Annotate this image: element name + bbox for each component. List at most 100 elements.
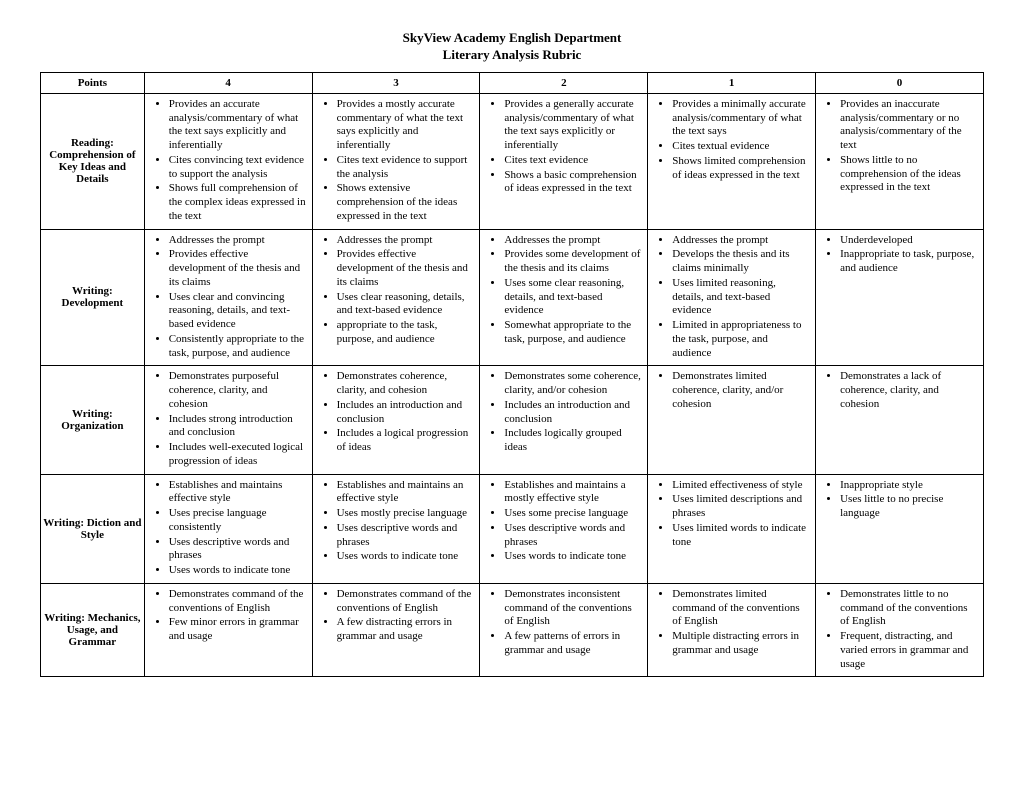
bullet-item: Uses clear and convincing reasoning, det… bbox=[169, 291, 306, 332]
bullet-item: Uses words to indicate tone bbox=[504, 550, 641, 564]
bullet-list: Demonstrates inconsistent command of the… bbox=[486, 588, 641, 658]
bullet-item: Uses descriptive words and phrases bbox=[337, 522, 474, 550]
rubric-cell: Provides an accurate analysis/commentary… bbox=[144, 93, 312, 229]
rubric-cell: Provides a generally accurate analysis/c… bbox=[480, 93, 648, 229]
bullet-item: Uses some clear reasoning, details, and … bbox=[504, 277, 641, 318]
rubric-cell: Demonstrates coherence, clarity, and coh… bbox=[312, 366, 480, 474]
row-label: Writing: Development bbox=[41, 229, 145, 366]
rubric-cell: Provides a mostly accurate commentary of… bbox=[312, 93, 480, 229]
bullet-item: Establishes and maintains an effective s… bbox=[337, 479, 474, 507]
bullet-item: Establishes and maintains effective styl… bbox=[169, 479, 306, 507]
rubric-cell: Demonstrates purposeful coherence, clari… bbox=[144, 366, 312, 474]
bullet-list: Establishes and maintains effective styl… bbox=[151, 479, 306, 578]
bullet-list: Demonstrates some coherence, clarity, an… bbox=[486, 370, 641, 455]
bullet-list: Demonstrates little to no command of the… bbox=[822, 588, 977, 672]
bullet-item: Demonstrates a lack of coherence, clarit… bbox=[840, 370, 977, 411]
rubric-cell: Limited effectiveness of styleUses limit… bbox=[648, 474, 816, 583]
bullet-item: Uses mostly precise language bbox=[337, 507, 474, 521]
bullet-item: Demonstrates inconsistent command of the… bbox=[504, 588, 641, 629]
rubric-cell: Addresses the promptDevelops the thesis … bbox=[648, 229, 816, 366]
rubric-cell: Provides a minimally accurate analysis/c… bbox=[648, 93, 816, 229]
rubric-cell: Demonstrates command of the conventions … bbox=[144, 583, 312, 677]
bullet-item: Demonstrates limited command of the conv… bbox=[672, 588, 809, 629]
bullet-list: Addresses the promptDevelops the thesis … bbox=[654, 234, 809, 361]
row-label: Writing: Organization bbox=[41, 366, 145, 474]
rubric-cell: Demonstrates limited command of the conv… bbox=[648, 583, 816, 677]
bullet-item: Demonstrates command of the conventions … bbox=[169, 588, 306, 616]
bullet-item: Addresses the prompt bbox=[672, 234, 809, 248]
bullet-item: Demonstrates limited coherence, clarity,… bbox=[672, 370, 809, 411]
bullet-item: Cites text evidence bbox=[504, 154, 641, 168]
bullet-list: Provides an accurate analysis/commentary… bbox=[151, 98, 306, 224]
rubric-cell: Demonstrates little to no command of the… bbox=[816, 583, 984, 677]
col-header-4: 4 bbox=[144, 72, 312, 93]
bullet-list: Demonstrates command of the conventions … bbox=[151, 588, 306, 644]
bullet-list: Provides a mostly accurate commentary of… bbox=[319, 98, 474, 224]
bullet-item: Shows limited comprehension of ideas exp… bbox=[672, 155, 809, 183]
bullet-list: Addresses the promptProvides some develo… bbox=[486, 234, 641, 347]
bullet-list: Demonstrates command of the conventions … bbox=[319, 588, 474, 644]
table-row: Writing: DevelopmentAddresses the prompt… bbox=[41, 229, 984, 366]
bullet-list: Establishes and maintains a mostly effec… bbox=[486, 479, 641, 565]
bullet-item: Uses descriptive words and phrases bbox=[169, 536, 306, 564]
bullet-item: Demonstrates coherence, clarity, and coh… bbox=[337, 370, 474, 398]
bullet-list: Inappropriate styleUses little to no pre… bbox=[822, 479, 977, 521]
bullet-list: Demonstrates purposeful coherence, clari… bbox=[151, 370, 306, 468]
row-label: Reading: Comprehension of Key Ideas and … bbox=[41, 93, 145, 229]
bullet-item: Cites convincing text evidence to suppor… bbox=[169, 154, 306, 182]
bullet-list: Limited effectiveness of styleUses limit… bbox=[654, 479, 809, 550]
bullet-item: Uses some precise language bbox=[504, 507, 641, 521]
bullet-item: Provides a minimally accurate analysis/c… bbox=[672, 98, 809, 139]
bullet-list: UnderdevelopedInappropriate to task, pur… bbox=[822, 234, 977, 276]
rubric-cell: Demonstrates limited coherence, clarity,… bbox=[648, 366, 816, 474]
bullet-item: Uses little to no precise language bbox=[840, 493, 977, 521]
rubric-cell: Demonstrates inconsistent command of the… bbox=[480, 583, 648, 677]
bullet-item: Provides a generally accurate analysis/c… bbox=[504, 98, 641, 153]
rubric-cell: Provides an inaccurate analysis/commenta… bbox=[816, 93, 984, 229]
bullet-item: Shows little to no comprehension of the … bbox=[840, 154, 977, 195]
bullet-item: Limited in appropriateness to the task, … bbox=[672, 319, 809, 360]
rubric-cell: Establishes and maintains effective styl… bbox=[144, 474, 312, 583]
rubric-cell: Demonstrates some coherence, clarity, an… bbox=[480, 366, 648, 474]
bullet-list: Demonstrates limited coherence, clarity,… bbox=[654, 370, 809, 411]
bullet-list: Demonstrates coherence, clarity, and coh… bbox=[319, 370, 474, 455]
rubric-cell: Addresses the promptProvides some develo… bbox=[480, 229, 648, 366]
table-header-row: Points 4 3 2 1 0 bbox=[41, 72, 984, 93]
col-header-0: 0 bbox=[816, 72, 984, 93]
bullet-item: Frequent, distracting, and varied errors… bbox=[840, 630, 977, 671]
bullet-list: Demonstrates a lack of coherence, clarit… bbox=[822, 370, 977, 411]
bullet-item: Addresses the prompt bbox=[169, 234, 306, 248]
bullet-item: Addresses the prompt bbox=[337, 234, 474, 248]
rubric-cell: Establishes and maintains an effective s… bbox=[312, 474, 480, 583]
col-header-3: 3 bbox=[312, 72, 480, 93]
bullet-list: Provides a minimally accurate analysis/c… bbox=[654, 98, 809, 183]
rubric-table: Points 4 3 2 1 0 Reading: Comprehension … bbox=[40, 72, 984, 678]
bullet-list: Demonstrates limited command of the conv… bbox=[654, 588, 809, 658]
col-header-2: 2 bbox=[480, 72, 648, 93]
bullet-item: Uses limited words to indicate tone bbox=[672, 522, 809, 550]
bullet-item: Consistently appropriate to the task, pu… bbox=[169, 333, 306, 361]
rubric-cell: Addresses the promptProvides effective d… bbox=[144, 229, 312, 366]
bullet-item: Uses precise language consistently bbox=[169, 507, 306, 535]
rubric-cell: Demonstrates command of the conventions … bbox=[312, 583, 480, 677]
bullet-item: Provides an accurate analysis/commentary… bbox=[169, 98, 306, 153]
bullet-item: Includes an introduction and conclusion bbox=[337, 399, 474, 427]
bullet-item: Shows a basic comprehension of ideas exp… bbox=[504, 169, 641, 197]
bullet-item: Provides an inaccurate analysis/commenta… bbox=[840, 98, 977, 153]
bullet-item: A few distracting errors in grammar and … bbox=[337, 616, 474, 644]
table-row: Writing: Diction and StyleEstablishes an… bbox=[41, 474, 984, 583]
bullet-item: Demonstrates some coherence, clarity, an… bbox=[504, 370, 641, 398]
bullet-item: Includes logically grouped ideas bbox=[504, 427, 641, 455]
rubric-cell: Inappropriate styleUses little to no pre… bbox=[816, 474, 984, 583]
bullet-item: Demonstrates purposeful coherence, clari… bbox=[169, 370, 306, 411]
bullet-item: Demonstrates command of the conventions … bbox=[337, 588, 474, 616]
bullet-item: Provides some development of the thesis … bbox=[504, 248, 641, 276]
bullet-item: Includes strong introduction and conclus… bbox=[169, 413, 306, 441]
rubric-cell: Addresses the promptProvides effective d… bbox=[312, 229, 480, 366]
bullet-item: Uses words to indicate tone bbox=[169, 564, 306, 578]
bullet-item: Uses limited reasoning, details, and tex… bbox=[672, 277, 809, 318]
header-line-1: SkyView Academy English Department bbox=[40, 30, 984, 47]
bullet-item: Includes a logical progression of ideas bbox=[337, 427, 474, 455]
bullet-item: Cites text evidence to support the analy… bbox=[337, 154, 474, 182]
rubric-cell: UnderdevelopedInappropriate to task, pur… bbox=[816, 229, 984, 366]
